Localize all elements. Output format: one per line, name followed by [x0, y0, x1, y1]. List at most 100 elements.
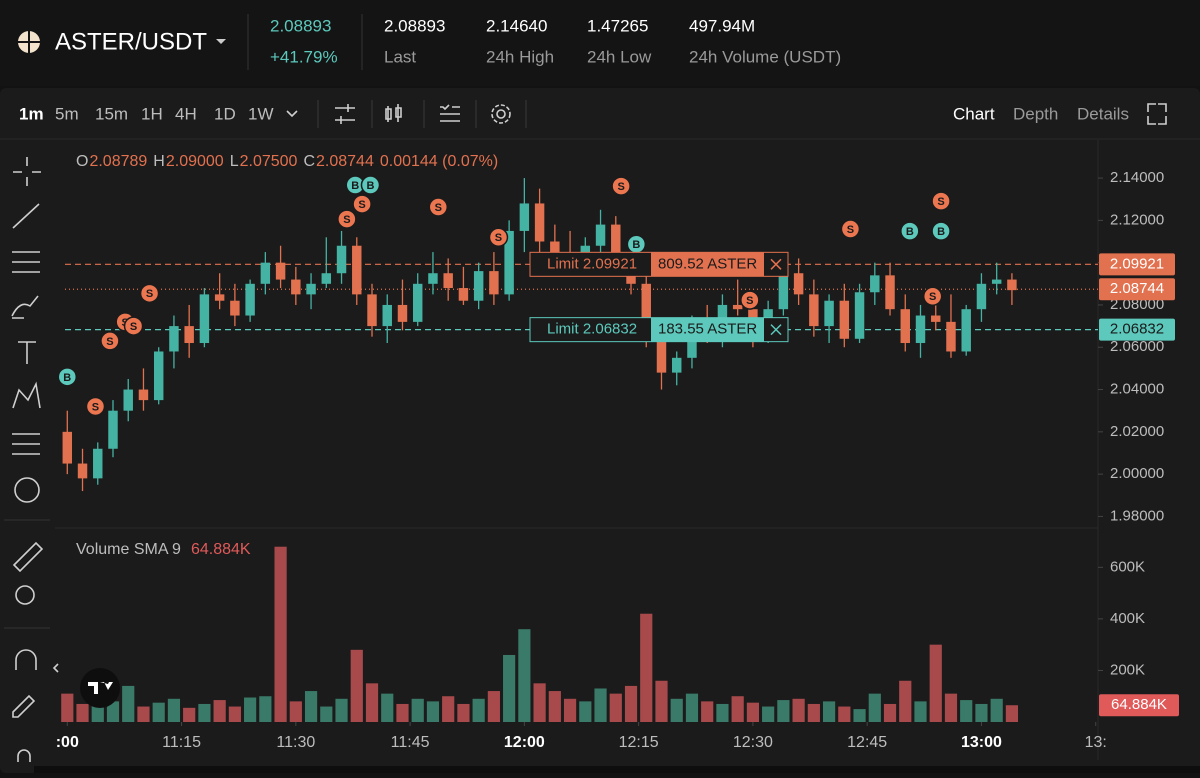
axis-tag-label: 2.06832 — [1110, 321, 1164, 338]
trade-marker — [931, 221, 951, 241]
trade-marker — [428, 197, 449, 217]
plot: 1.980002.000002.020002.040002.060002.080… — [56, 153, 1179, 751]
interval[interactable]: 1W — [248, 104, 274, 123]
volume-bar — [183, 707, 196, 722]
trade-marker-label: B — [367, 180, 375, 192]
x-tick-label: :00 — [56, 734, 79, 751]
y-tick-label: 2.14000 — [1110, 169, 1164, 186]
interval-caret[interactable] — [286, 110, 298, 118]
candle-body — [550, 241, 560, 255]
axis-tag-label: 2.08744 — [1110, 280, 1164, 297]
volume-bar — [853, 709, 866, 722]
magnet-tool[interactable] — [15, 649, 37, 670]
volume-bar — [396, 703, 409, 722]
candle-body — [352, 245, 362, 295]
lock-tool[interactable] — [17, 749, 31, 762]
stat-value: 497.94M — [689, 16, 755, 35]
axis-tag-label: 64.884K — [1111, 696, 1167, 713]
ohlc-change: 0.00144 (0.07%) — [380, 153, 498, 170]
volume-bar — [533, 683, 546, 722]
candle-body — [656, 336, 667, 373]
toolbar-icons — [317, 100, 527, 128]
volume-bar — [472, 698, 485, 722]
candle-body — [214, 294, 225, 301]
lock-draw-tool[interactable] — [12, 694, 36, 718]
stat-value: 2.14640 — [486, 16, 547, 35]
order-cancel[interactable] — [770, 258, 782, 270]
emoji-tool[interactable] — [14, 477, 40, 503]
candle-body — [900, 309, 910, 344]
collapse-icon[interactable] — [52, 663, 59, 673]
y-tick-label: 2.04000 — [1110, 381, 1164, 398]
interval[interactable]: 1m — [19, 104, 44, 123]
candle-body — [885, 275, 895, 310]
fib-tool[interactable] — [12, 251, 40, 273]
settings-icon[interactable] — [496, 109, 506, 119]
x-tick-label: 13: — [1085, 734, 1107, 751]
volume-bar — [822, 701, 836, 722]
order-qty: 183.55 ASTER — [658, 321, 757, 338]
volume-bar — [76, 703, 89, 722]
y-tick-label: 2.06000 — [1110, 338, 1164, 355]
tab[interactable]: Depth — [1013, 104, 1058, 123]
pair[interactable]: ASTER/USDT — [55, 28, 207, 55]
trade-marker — [352, 194, 372, 214]
candle-body — [991, 279, 1002, 284]
interval[interactable]: 15m — [95, 104, 128, 123]
ohlc-value: 2.09000 — [166, 153, 224, 170]
candle-body — [306, 283, 316, 295]
line-tool[interactable] — [12, 203, 40, 229]
zoom-tool[interactable] — [15, 585, 35, 605]
ruler-tool[interactable] — [12, 541, 44, 573]
trade-marker-label: S — [106, 336, 113, 348]
trade-marker-label: S — [495, 232, 502, 244]
volume-bar — [304, 691, 318, 722]
pattern-tool[interactable] — [12, 381, 41, 409]
axis-tag — [1099, 318, 1175, 341]
trade-marker-label: S — [130, 321, 137, 333]
trade-marker-label: S — [937, 196, 944, 208]
fullscreen-icon[interactable] — [1147, 103, 1167, 125]
trade-marker-label: S — [435, 202, 442, 214]
trade-marker — [85, 396, 106, 417]
tv-logo[interactable] — [80, 668, 120, 708]
candle-body — [230, 300, 240, 316]
brush-tool[interactable] — [11, 295, 39, 319]
interval[interactable]: 1H — [141, 104, 163, 123]
candle-body — [260, 262, 271, 284]
stat-label: 24h High — [486, 47, 554, 66]
interval[interactable]: 4H — [175, 104, 197, 123]
list-icon[interactable] — [440, 104, 460, 122]
candle-icon[interactable] — [385, 104, 402, 122]
volume-bar — [685, 693, 699, 722]
text-tool[interactable] — [18, 341, 36, 364]
panel-bg — [0, 88, 1200, 773]
candle-body — [153, 351, 164, 401]
candle-body — [519, 203, 530, 231]
tab[interactable]: Details — [1077, 104, 1129, 123]
interval[interactable]: 5m — [55, 104, 79, 123]
volume-bar — [487, 691, 500, 722]
volume-bar — [137, 706, 150, 722]
volume-bar — [457, 703, 470, 722]
indicators-icon[interactable] — [335, 104, 355, 124]
candle-body — [291, 279, 301, 295]
pair-caret[interactable] — [216, 39, 226, 44]
crosshair-tool[interactable] — [13, 157, 41, 186]
x-tick-label: 12:30 — [733, 734, 773, 751]
trade-marker-label: B — [63, 372, 71, 384]
tab[interactable]: Chart — [953, 104, 995, 123]
order-cancel[interactable] — [770, 324, 782, 336]
y-tick-label: 2.12000 — [1110, 211, 1164, 228]
trade-marker — [337, 209, 357, 229]
volume-bar — [579, 701, 592, 722]
interval[interactable]: 1D — [214, 104, 236, 123]
volume-bar — [594, 688, 607, 722]
settings-icon[interactable] — [491, 104, 511, 124]
trade-marker — [931, 191, 951, 211]
candle-body — [946, 321, 956, 352]
axis-tag-label: 2.09921 — [1110, 255, 1164, 272]
volume-bar — [777, 700, 790, 722]
volume-bar — [746, 702, 759, 722]
prediction-tool[interactable] — [12, 433, 40, 455]
